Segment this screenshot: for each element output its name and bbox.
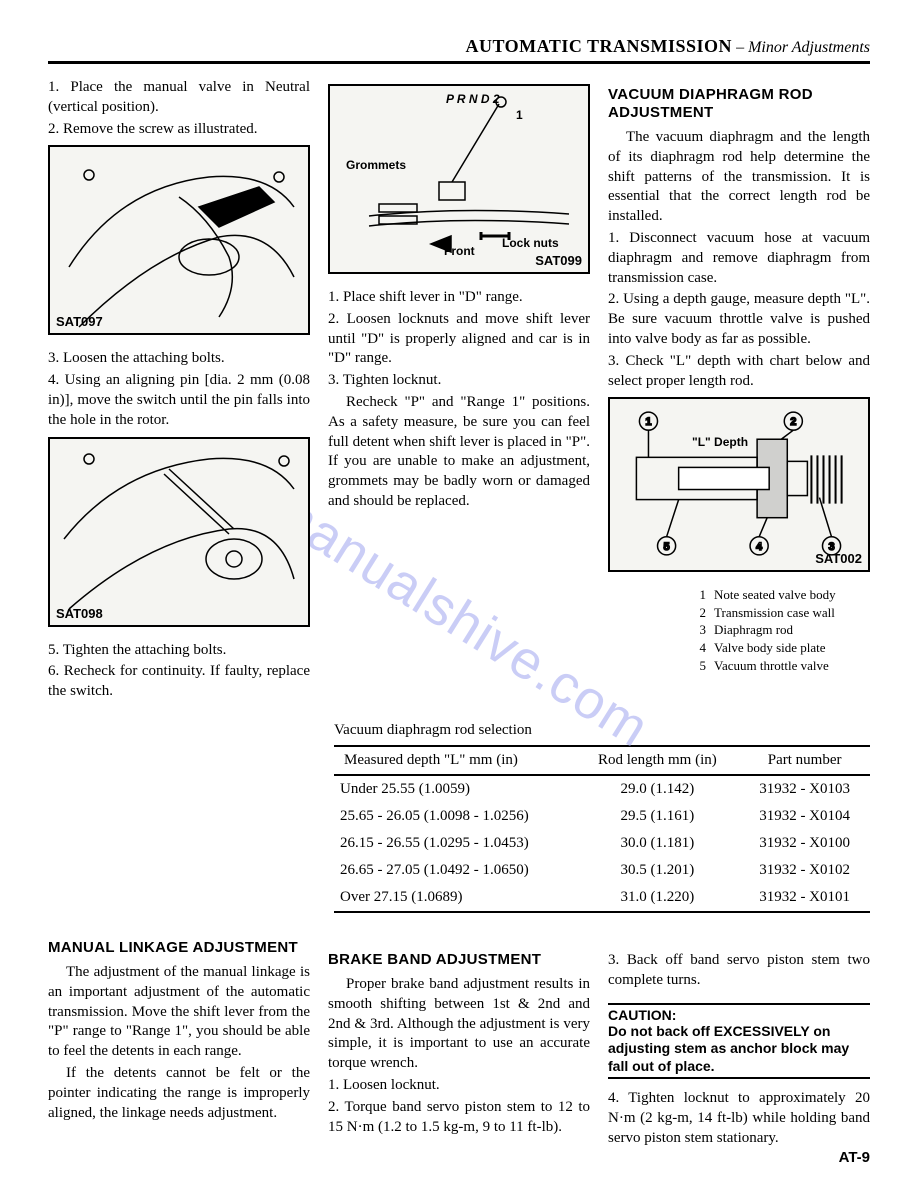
legend-n-0: 1 bbox=[688, 586, 706, 604]
legend-t-3: Valve body side plate bbox=[714, 639, 826, 657]
r3c2: 31932 - X0102 bbox=[739, 857, 870, 884]
c1-step1: 1. Place the manual valve in Neutral (ve… bbox=[48, 78, 310, 118]
figure-sat098: SAT098 bbox=[48, 437, 310, 627]
th-0: Measured depth "L" mm (in) bbox=[334, 746, 576, 775]
r3c0: 26.65 - 27.05 (1.0492 - 1.0650) bbox=[334, 857, 576, 884]
th-2: Part number bbox=[739, 746, 870, 775]
caution-body: Do not back off EXCESSIVELY on adjusting… bbox=[608, 1023, 870, 1076]
fig002-svg: 1 2 3 4 5 bbox=[610, 399, 868, 570]
r2c2: 31932 - X0100 bbox=[739, 830, 870, 857]
page-header: AUTOMATIC TRANSMISSION – Minor Adjustmen… bbox=[48, 36, 870, 64]
r4c2: 31932 - X0101 bbox=[739, 884, 870, 912]
r4c1: 31.0 (1.220) bbox=[576, 884, 740, 912]
r1c1: 29.5 (1.161) bbox=[576, 803, 740, 830]
svg-text:2: 2 bbox=[790, 417, 796, 429]
figure-sat002: 1 2 3 4 5 "L" Depth SAT002 bbox=[608, 397, 870, 572]
c1-step4: 4. Using an aligning pin [dia. 2 mm (0.0… bbox=[48, 371, 310, 430]
column-3: VACUUM DIAPHRAGM ROD ADJUSTMENT The vacu… bbox=[608, 78, 870, 704]
r0c2: 31932 - X0103 bbox=[739, 775, 870, 803]
c1-step3: 3. Loosen the attaching bolts. bbox=[48, 349, 310, 369]
lower-col-1: MANUAL LINKAGE ADJUSTMENT The adjustment… bbox=[48, 931, 310, 1150]
fig099-lock: Lock nuts bbox=[502, 236, 559, 250]
r0c1: 29.0 (1.142) bbox=[576, 775, 740, 803]
fig099-one: 1 bbox=[516, 108, 523, 122]
vd-s1: 1. Disconnect vacuum hose at vacuum diap… bbox=[608, 229, 870, 288]
c1-step2: 2. Remove the screw as illustrated. bbox=[48, 120, 310, 140]
svg-text:3: 3 bbox=[828, 541, 834, 553]
legend-n-2: 3 bbox=[688, 621, 706, 639]
vd-s3: 3. Check "L" depth with chart below and … bbox=[608, 352, 870, 392]
page-number: AT-9 bbox=[839, 1149, 870, 1166]
c2-para1: Recheck "P" and "Range 1" positions. As … bbox=[328, 393, 590, 512]
ml-p2: If the detents cannot be felt or the poi… bbox=[48, 1064, 310, 1123]
figure-sat097: SAT097 bbox=[48, 145, 310, 335]
header-sub: – Minor Adjustments bbox=[732, 39, 870, 56]
brake-band-head: BRAKE BAND ADJUSTMENT bbox=[328, 951, 590, 969]
bb-s4: 4. Tighten locknut to approximately 20 N… bbox=[608, 1089, 870, 1148]
legend-n-4: 5 bbox=[688, 657, 706, 675]
fig098-svg bbox=[50, 439, 308, 625]
bb-p1: Proper brake band adjustment results in … bbox=[328, 975, 590, 1074]
vtable-title: Vacuum diaphragm rod selection bbox=[334, 722, 870, 739]
table-row: Vacuum diaphragm rod selection Measured … bbox=[48, 704, 870, 913]
r4c0: Over 27.15 (1.0689) bbox=[334, 884, 576, 912]
lower-columns: MANUAL LINKAGE ADJUSTMENT The adjustment… bbox=[48, 931, 870, 1150]
th-1: Rod length mm (in) bbox=[576, 746, 740, 775]
fig099-grommets: Grommets bbox=[346, 158, 406, 172]
vacuum-head: VACUUM DIAPHRAGM ROD ADJUSTMENT bbox=[608, 86, 870, 122]
svg-text:4: 4 bbox=[756, 541, 763, 553]
upper-columns: 1. Place the manual valve in Neutral (ve… bbox=[48, 78, 870, 704]
fig002-legend: 1 Note seated valve body 2 Transmission ca… bbox=[688, 586, 870, 674]
legend-t-4: Vacuum throttle valve bbox=[714, 657, 829, 675]
r2c0: 26.15 - 26.55 (1.0295 - 1.0453) bbox=[334, 830, 576, 857]
c2-step2: 2. Loosen locknuts and move shift lever … bbox=[328, 310, 590, 369]
legend-t-0: Note seated valve body bbox=[714, 586, 836, 604]
r0c0: Under 25.55 (1.0059) bbox=[334, 775, 576, 803]
svg-text:1: 1 bbox=[645, 417, 651, 429]
r2c1: 30.0 (1.181) bbox=[576, 830, 740, 857]
column-1: 1. Place the manual valve in Neutral (ve… bbox=[48, 78, 310, 704]
header-main: AUTOMATIC TRANSMISSION bbox=[466, 36, 733, 56]
c2-step3: 3. Tighten locknut. bbox=[328, 371, 590, 391]
table-area: Vacuum diaphragm rod selection Measured … bbox=[334, 704, 870, 913]
manual-linkage-head: MANUAL LINKAGE ADJUSTMENT bbox=[48, 939, 310, 957]
svg-text:5: 5 bbox=[663, 541, 669, 553]
ml-p1: The adjustment of the manual linkage is … bbox=[48, 963, 310, 1062]
c2-step1: 1. Place shift lever in "D" range. bbox=[328, 288, 590, 308]
legend-t-1: Transmission case wall bbox=[714, 604, 835, 622]
r3c1: 30.5 (1.201) bbox=[576, 857, 740, 884]
r1c2: 31932 - X0104 bbox=[739, 803, 870, 830]
column-2: P R N D 2 1 Grommets Lock nuts Front SAT… bbox=[328, 78, 590, 704]
vd-p1: The vacuum diaphragm and the length of i… bbox=[608, 128, 870, 227]
vd-s2: 2. Using a depth gauge, measure depth "L… bbox=[608, 290, 870, 349]
lower-col-2: BRAKE BAND ADJUSTMENT Proper brake band … bbox=[328, 931, 590, 1150]
rod-selection-table: Measured depth "L" mm (in) Rod length mm… bbox=[334, 745, 870, 913]
figure-sat099: P R N D 2 1 Grommets Lock nuts Front SAT… bbox=[328, 84, 590, 274]
c1-step5: 5. Tighten the attaching bolts. bbox=[48, 641, 310, 661]
c1-step6: 6. Recheck for continuity. If faulty, re… bbox=[48, 662, 310, 702]
fig099-gears: P R N D 2 bbox=[446, 92, 500, 106]
fig099-front: Front bbox=[444, 244, 475, 258]
caution-head: CAUTION: bbox=[608, 1007, 870, 1023]
r1c0: 25.65 - 26.05 (1.0098 - 1.0256) bbox=[334, 803, 576, 830]
fig097-svg bbox=[50, 147, 308, 333]
lower-col-3: 3. Back off band servo piston stem two c… bbox=[608, 931, 870, 1150]
bb-s2: 2. Torque band servo piston stem to 12 t… bbox=[328, 1098, 590, 1138]
bb-s3: 3. Back off band servo piston stem two c… bbox=[608, 951, 870, 991]
bb-s1: 1. Loosen locknut. bbox=[328, 1076, 590, 1096]
legend-n-3: 4 bbox=[688, 639, 706, 657]
fig002-ldepth: "L" Depth bbox=[692, 435, 748, 449]
legend-t-2: Diaphragm rod bbox=[714, 621, 793, 639]
table-left-spacer bbox=[48, 704, 316, 913]
caution-block: CAUTION: Do not back off EXCESSIVELY on … bbox=[608, 1003, 870, 1080]
legend-n-1: 2 bbox=[688, 604, 706, 622]
